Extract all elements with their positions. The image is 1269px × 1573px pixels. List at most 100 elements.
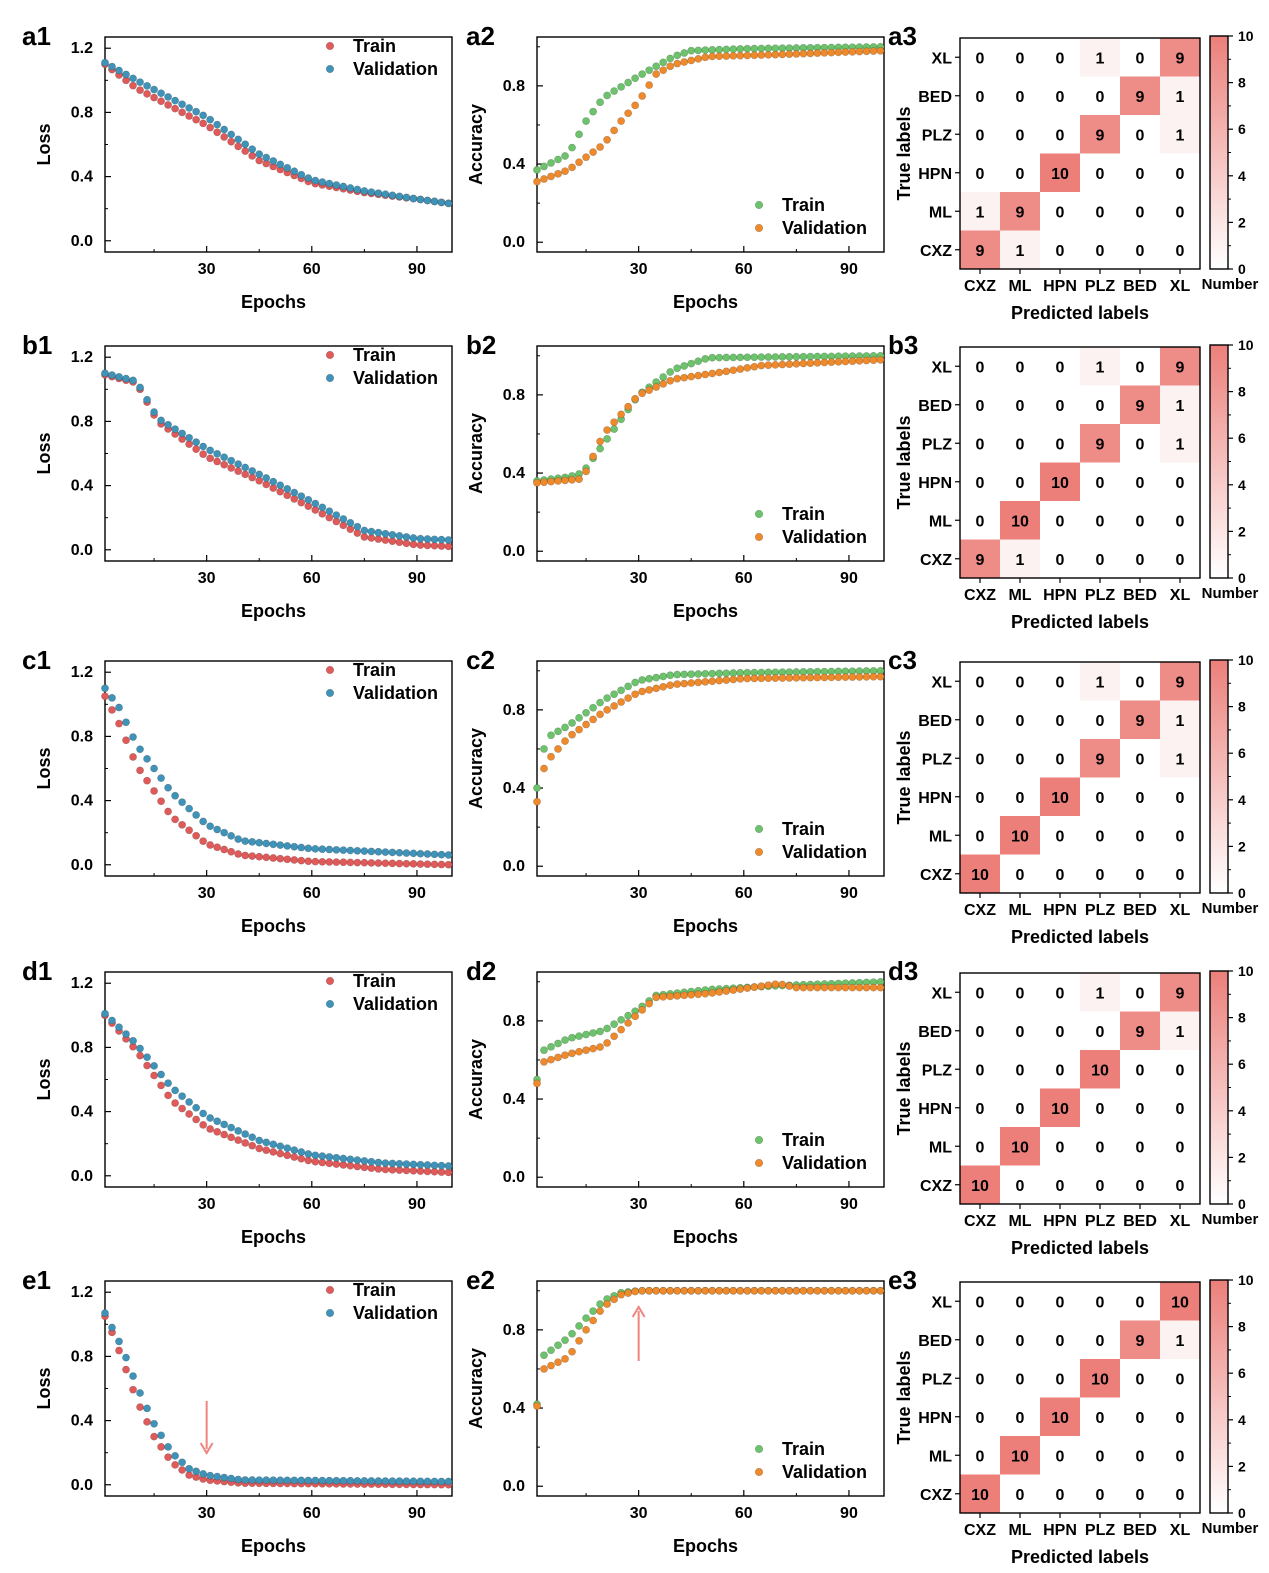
heatmap-cell bbox=[1040, 1474, 1080, 1513]
data-point bbox=[568, 730, 576, 739]
cell-value: 1 bbox=[1176, 1333, 1185, 1350]
series-train bbox=[533, 42, 885, 174]
heatmap-cell bbox=[1040, 1011, 1080, 1050]
data-point bbox=[143, 395, 151, 404]
data-point bbox=[192, 445, 201, 454]
cell-value: 0 bbox=[1136, 985, 1145, 1002]
data-point bbox=[729, 669, 738, 677]
cell-value: 9 bbox=[1136, 713, 1145, 730]
data-point bbox=[136, 86, 144, 95]
cell-value: 10 bbox=[1171, 1294, 1189, 1311]
heatmap-cell bbox=[1120, 1474, 1160, 1513]
data-point bbox=[136, 1051, 144, 1060]
data-point bbox=[785, 674, 794, 682]
cell-value: 0 bbox=[1136, 867, 1145, 884]
x-tick-label: 30 bbox=[630, 1196, 648, 1213]
cell-value: 0 bbox=[1056, 436, 1065, 453]
data-point bbox=[143, 1061, 151, 1070]
heatmap-cell bbox=[1000, 1282, 1040, 1321]
colorbar-tick-label: 2 bbox=[1238, 1458, 1246, 1474]
x-axis-label: Predicted labels bbox=[1011, 612, 1149, 632]
data-point bbox=[416, 534, 425, 543]
heatmap-frame bbox=[959, 1281, 1201, 1514]
heatmap-cell bbox=[1160, 230, 1200, 269]
cell-value: 0 bbox=[1176, 204, 1185, 221]
data-point bbox=[708, 46, 717, 54]
y-tick-label: 0.0 bbox=[503, 858, 525, 875]
data-point bbox=[617, 82, 626, 91]
data-point bbox=[262, 1476, 271, 1485]
row-label: BED bbox=[918, 398, 952, 415]
cell-value: 0 bbox=[1096, 1101, 1105, 1118]
data-point bbox=[374, 528, 383, 537]
heatmap-cell bbox=[960, 462, 1000, 501]
heatmap-cell bbox=[1080, 1011, 1120, 1050]
data-point bbox=[269, 854, 278, 862]
cell-value: 10 bbox=[1051, 790, 1069, 807]
data-point bbox=[108, 1016, 116, 1025]
series-validation bbox=[101, 369, 453, 544]
colorbar-label: Number bbox=[1202, 900, 1259, 917]
colorbar-tick-label: 10 bbox=[1238, 652, 1254, 668]
y-tick-label: 0.4 bbox=[503, 1400, 525, 1417]
cell-value: 0 bbox=[1176, 475, 1185, 492]
cell-value: 1 bbox=[1176, 1024, 1185, 1041]
cell-value: 1 bbox=[1096, 674, 1105, 691]
data-point bbox=[388, 1159, 397, 1168]
data-point bbox=[722, 669, 731, 678]
data-point bbox=[834, 357, 843, 366]
row-label: XL bbox=[932, 674, 953, 691]
data-point bbox=[575, 1322, 583, 1330]
heatmap-cell bbox=[1120, 347, 1160, 386]
legend-label: Train bbox=[353, 660, 396, 680]
heatmap-cell bbox=[1040, 462, 1080, 501]
data-point bbox=[820, 358, 829, 367]
y-tick-label: 0.0 bbox=[503, 1169, 525, 1186]
x-tick-label: 90 bbox=[840, 885, 858, 902]
data-point bbox=[248, 1141, 257, 1150]
x-tick-label: 60 bbox=[735, 1196, 753, 1213]
data-point bbox=[143, 81, 151, 90]
cell-value: 0 bbox=[1176, 1410, 1185, 1427]
heatmap-cell bbox=[1040, 854, 1080, 893]
data-point bbox=[290, 856, 299, 864]
data-point bbox=[554, 155, 562, 164]
cell-value: 0 bbox=[1016, 790, 1025, 807]
cell-value: 10 bbox=[1011, 1139, 1029, 1156]
heatmap-cell bbox=[1120, 192, 1160, 231]
y-tick-label: 0.0 bbox=[71, 1168, 93, 1185]
heatmap-cell bbox=[1160, 1282, 1200, 1321]
data-point bbox=[869, 1286, 878, 1295]
cell-value: 0 bbox=[976, 1101, 985, 1118]
data-point bbox=[290, 1476, 299, 1485]
cell-value: 0 bbox=[1056, 828, 1065, 845]
data-point bbox=[402, 849, 411, 857]
heatmap-cell bbox=[1040, 424, 1080, 463]
data-point bbox=[437, 198, 446, 207]
data-point bbox=[227, 1474, 236, 1483]
data-point bbox=[122, 1365, 130, 1374]
data-point bbox=[841, 673, 850, 682]
data-point bbox=[206, 123, 215, 132]
colorbar-tick-label: 8 bbox=[1238, 1319, 1246, 1335]
data-point bbox=[248, 145, 257, 154]
cell-value: 0 bbox=[1136, 475, 1145, 492]
cell-value: 9 bbox=[1136, 1333, 1145, 1350]
cell-value: 0 bbox=[976, 1139, 985, 1156]
data-point bbox=[185, 1098, 194, 1106]
data-point bbox=[129, 1372, 137, 1380]
data-point bbox=[862, 983, 871, 992]
data-point bbox=[722, 1286, 731, 1295]
data-point bbox=[220, 453, 229, 462]
heatmap-cell bbox=[1000, 816, 1040, 855]
heatmap-cell bbox=[1080, 1127, 1120, 1166]
data-point bbox=[694, 678, 703, 687]
cell-value: 0 bbox=[976, 1410, 985, 1427]
data-point bbox=[367, 188, 376, 196]
data-point bbox=[680, 58, 689, 66]
legend-marker bbox=[754, 1444, 764, 1454]
heatmap-cell bbox=[960, 1127, 1000, 1166]
cell-value: 0 bbox=[1136, 436, 1145, 453]
data-point bbox=[157, 1443, 165, 1451]
data-point bbox=[276, 854, 285, 863]
